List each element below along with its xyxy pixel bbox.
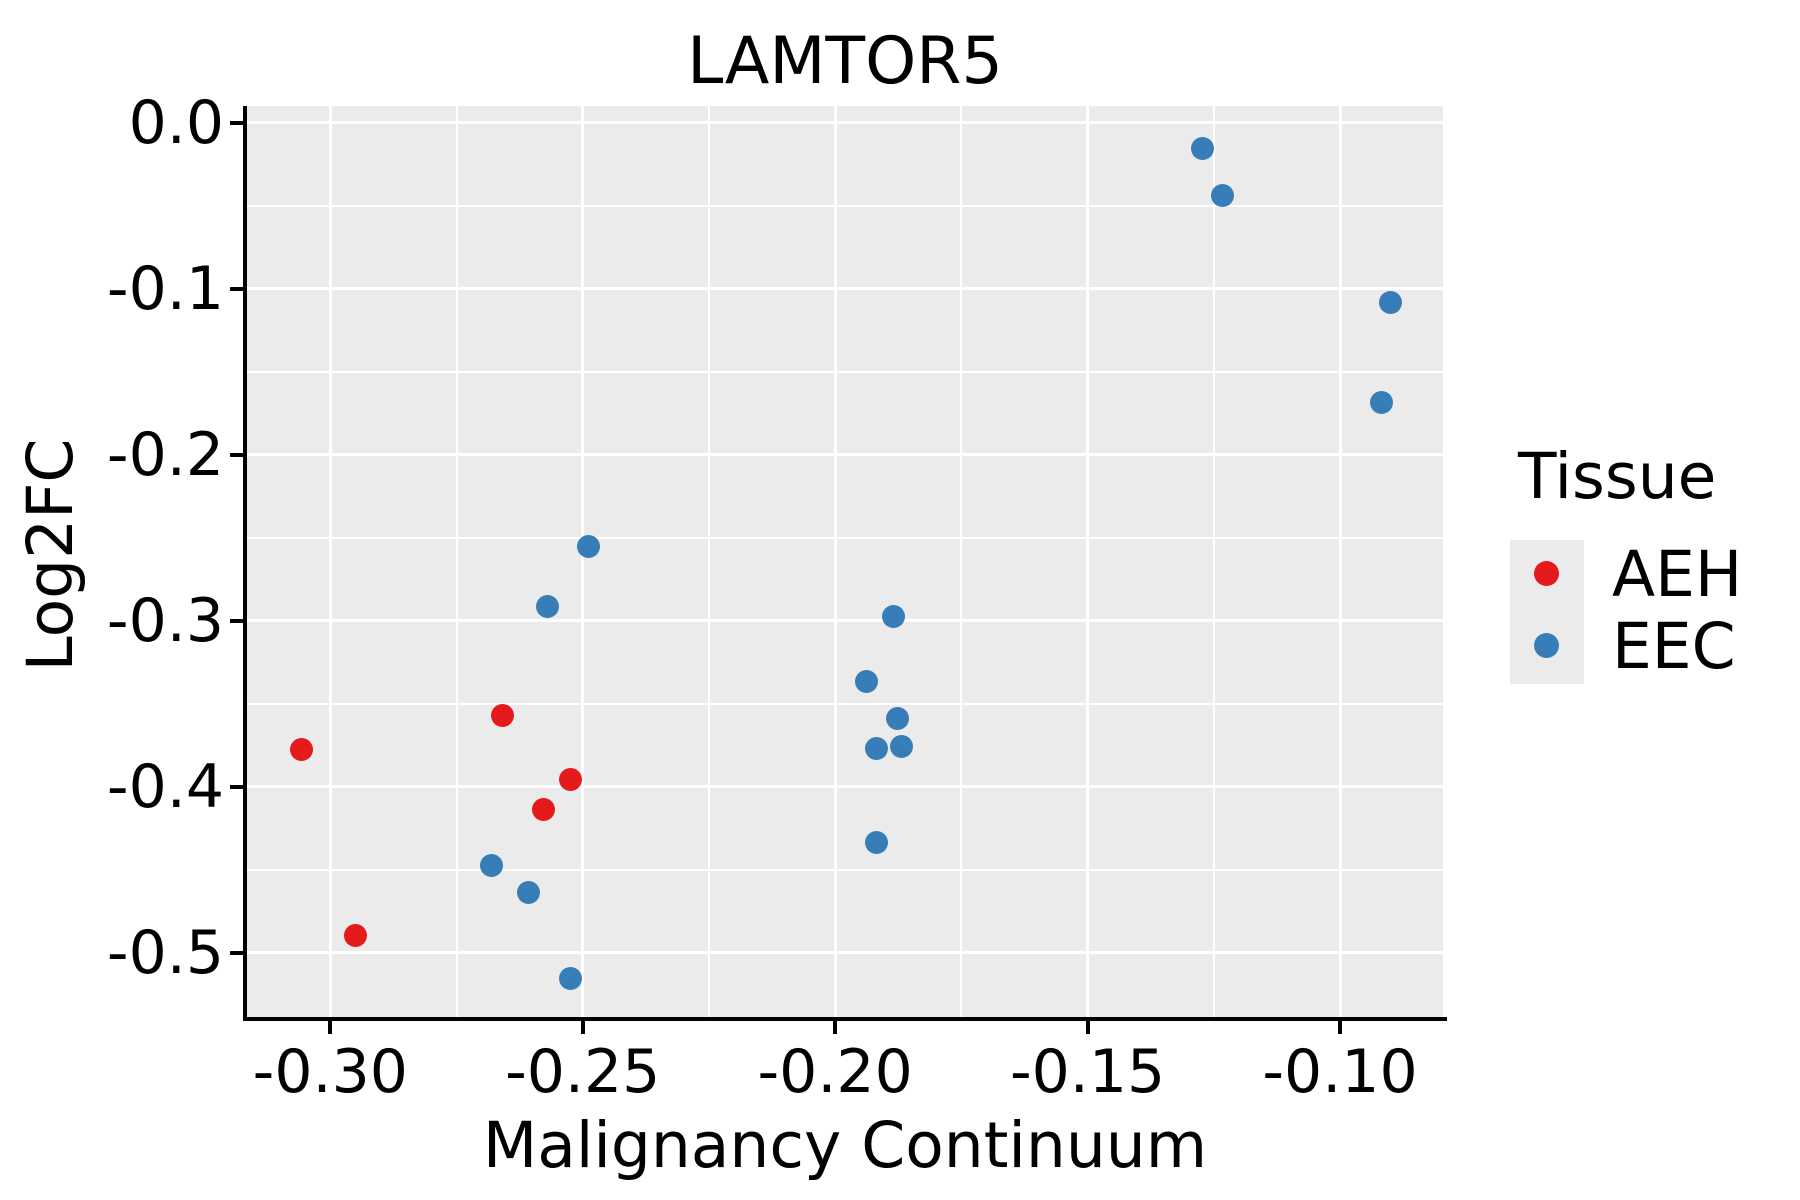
legend-dot-eec — [1534, 633, 1559, 658]
y-tick-label: -0.5 — [106, 917, 224, 988]
y-tick-label: -0.3 — [106, 585, 224, 656]
legend-title: Tissue — [1518, 440, 1717, 513]
x-tick — [328, 1021, 333, 1034]
legend-label-aeh: AEH — [1612, 538, 1743, 611]
minor-gridline-x — [455, 106, 458, 1017]
y-tick — [230, 452, 243, 457]
data-point-aeh — [532, 798, 556, 822]
y-tick — [230, 286, 243, 291]
y-axis-line — [243, 106, 247, 1021]
legend-dot-aeh — [1534, 561, 1559, 586]
minor-gridline-x — [960, 106, 963, 1017]
major-gridline-x — [833, 106, 837, 1017]
data-point-eec — [577, 535, 601, 559]
x-tick — [833, 1021, 838, 1034]
minor-gridline-y — [247, 868, 1443, 871]
minor-gridline-y — [247, 536, 1443, 539]
y-tick — [230, 784, 243, 789]
y-tick — [230, 120, 243, 125]
data-point-eec — [535, 595, 559, 619]
y-tick-label: 0.0 — [128, 87, 224, 158]
x-tick-label: -0.25 — [505, 1037, 661, 1107]
x-tick — [1338, 1021, 1342, 1034]
x-tick-label: -0.15 — [1009, 1037, 1166, 1107]
major-gridline-x — [581, 106, 585, 1017]
data-point-aeh — [559, 768, 583, 792]
major-gridline-y — [247, 785, 1443, 789]
x-axis-title: Malignancy Continuum — [482, 1109, 1208, 1182]
data-point-eec — [517, 880, 541, 904]
y-tick-label: -0.2 — [106, 419, 224, 490]
major-gridline-y — [247, 951, 1443, 955]
data-point-eec — [882, 605, 906, 629]
x-axis-line — [243, 1017, 1447, 1021]
x-tick-label: -0.30 — [252, 1037, 408, 1107]
y-tick-label: -0.1 — [106, 253, 224, 324]
minor-gridline-y — [247, 370, 1443, 373]
major-gridline-y — [247, 453, 1443, 457]
x-tick-label: -0.10 — [1262, 1037, 1418, 1107]
major-gridline-y — [247, 121, 1443, 125]
y-tick — [230, 950, 243, 955]
minor-gridline-y — [247, 204, 1443, 207]
x-tick-label: -0.20 — [757, 1037, 913, 1107]
major-gridline-y — [247, 287, 1443, 291]
legend-label-eec: EEC — [1612, 610, 1736, 683]
data-point-aeh — [344, 924, 368, 948]
minor-gridline-x — [1212, 106, 1215, 1017]
data-point-eec — [1191, 137, 1215, 161]
plot-title: LAMTOR5 — [687, 24, 1003, 99]
minor-gridline-y — [247, 702, 1443, 705]
major-gridline-x — [1086, 106, 1090, 1017]
data-point-aeh — [289, 737, 313, 761]
data-point-eec — [886, 706, 910, 730]
major-gridline-x — [1338, 106, 1342, 1017]
data-point-eec — [865, 831, 889, 855]
data-point-eec — [864, 736, 888, 760]
y-tick-label: -0.4 — [106, 751, 224, 822]
y-tick — [230, 618, 243, 623]
plot-panel — [247, 106, 1443, 1017]
minor-gridline-x — [707, 106, 710, 1017]
data-point-eec — [1211, 184, 1235, 208]
x-tick — [580, 1021, 585, 1034]
data-point-aeh — [490, 704, 514, 728]
x-tick — [1085, 1021, 1090, 1034]
data-point-eec — [855, 670, 879, 694]
major-gridline-y — [247, 619, 1443, 623]
data-point-eec — [479, 854, 503, 878]
major-gridline-x — [328, 106, 332, 1017]
data-point-eec — [889, 735, 913, 759]
data-point-eec — [1370, 391, 1394, 415]
data-point-eec — [558, 967, 582, 991]
data-point-eec — [1378, 290, 1402, 314]
